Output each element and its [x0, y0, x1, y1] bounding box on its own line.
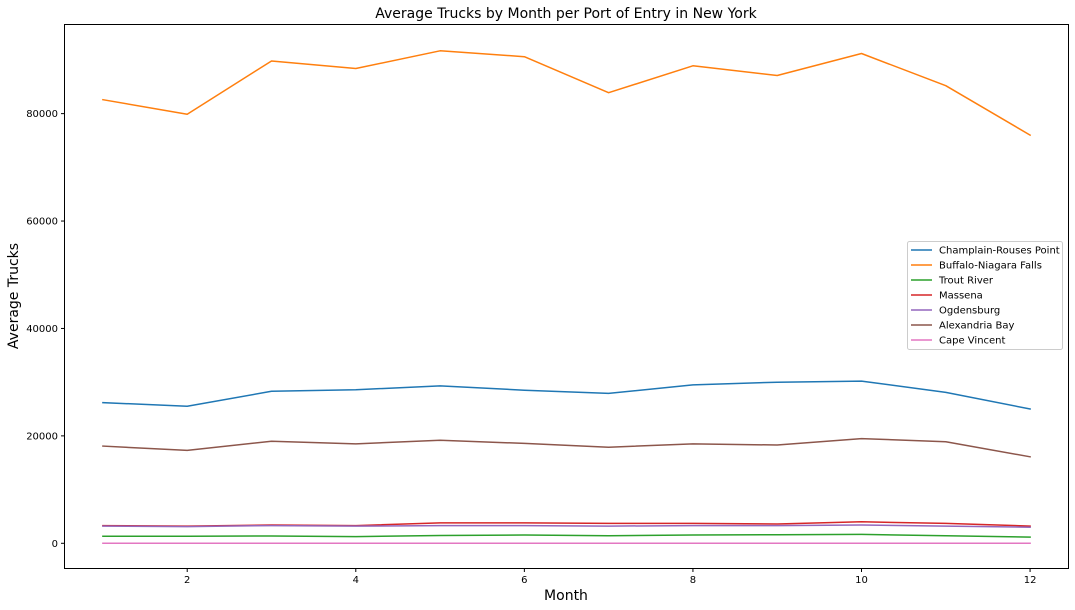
x-tick-label: 8: [690, 575, 696, 586]
plot-area: [64, 24, 1069, 569]
legend-label-massena: Massena: [939, 291, 983, 302]
legend-box: [907, 241, 1063, 350]
x-tick-label: 6: [521, 575, 527, 586]
series-line-ogdensburg: [102, 524, 1031, 528]
plot-frame: [64, 24, 1069, 569]
x-tick-label: 12: [1024, 575, 1037, 586]
legend-label-champlain-rouses-point: Champlain-Rouses Point: [939, 246, 1060, 257]
y-tick-label: 40000: [26, 324, 58, 335]
legend-label-alexandria-bay: Alexandria Bay: [939, 321, 1015, 332]
series-line-champlain-rouses-point: [102, 380, 1031, 410]
series-line-buffalo-niagara-falls: [102, 50, 1032, 137]
series-line-trout-river: [102, 533, 1031, 538]
legend: Champlain-Rouses Point Buffalo-Niagara Fa…: [907, 241, 1063, 350]
y-tick-label: 0: [52, 539, 58, 550]
series-layer: [102, 50, 1032, 545]
legend-label-buffalo-niagara-falls: Buffalo-Niagara Falls: [939, 261, 1042, 272]
y-tick-label: 20000: [26, 431, 58, 442]
chart-title: Average Trucks by Month per Port of Entr…: [375, 6, 757, 22]
legend-label-trout-river: Trout River: [938, 276, 994, 287]
legend-label-cape-vincent: Cape Vincent: [939, 336, 1006, 347]
x-axis: 2 4 6 8 10 12: [184, 568, 1036, 586]
y-axis-label: Average Trucks: [6, 243, 22, 349]
x-axis-label: Month: [544, 588, 588, 604]
y-axis: 0 20000 40000 60000 80000: [26, 109, 65, 550]
x-tick-label: 10: [855, 575, 868, 586]
y-tick-label: 80000: [26, 109, 58, 120]
series-line-alexandria-bay: [102, 437, 1031, 458]
y-tick-label: 60000: [26, 217, 58, 228]
legend-label-ogdensburg: Ogdensburg: [939, 306, 1000, 317]
x-tick-label: 2: [184, 575, 190, 586]
x-tick-label: 4: [353, 575, 359, 586]
